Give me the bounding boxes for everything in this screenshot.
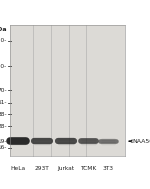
Text: 28-: 28- [0, 124, 7, 129]
Text: TCMK: TCMK [80, 166, 97, 171]
Text: 130-: 130- [0, 64, 7, 69]
Text: NAA50: NAA50 [133, 139, 150, 144]
Text: 3T3: 3T3 [102, 166, 114, 171]
Text: 16-: 16- [0, 145, 7, 150]
Text: HeLa: HeLa [11, 166, 26, 171]
Text: kDa: kDa [0, 26, 7, 32]
Bar [10, 25, 125, 156]
Text: Jurkat: Jurkat [57, 166, 75, 171]
Text: 293T: 293T [35, 166, 49, 171]
Text: 51-: 51- [0, 100, 7, 105]
Text: 19-: 19- [0, 139, 7, 144]
Text: 38-: 38- [0, 112, 7, 117]
Text: 250-: 250- [0, 38, 7, 43]
Text: 70-: 70- [0, 88, 7, 93]
